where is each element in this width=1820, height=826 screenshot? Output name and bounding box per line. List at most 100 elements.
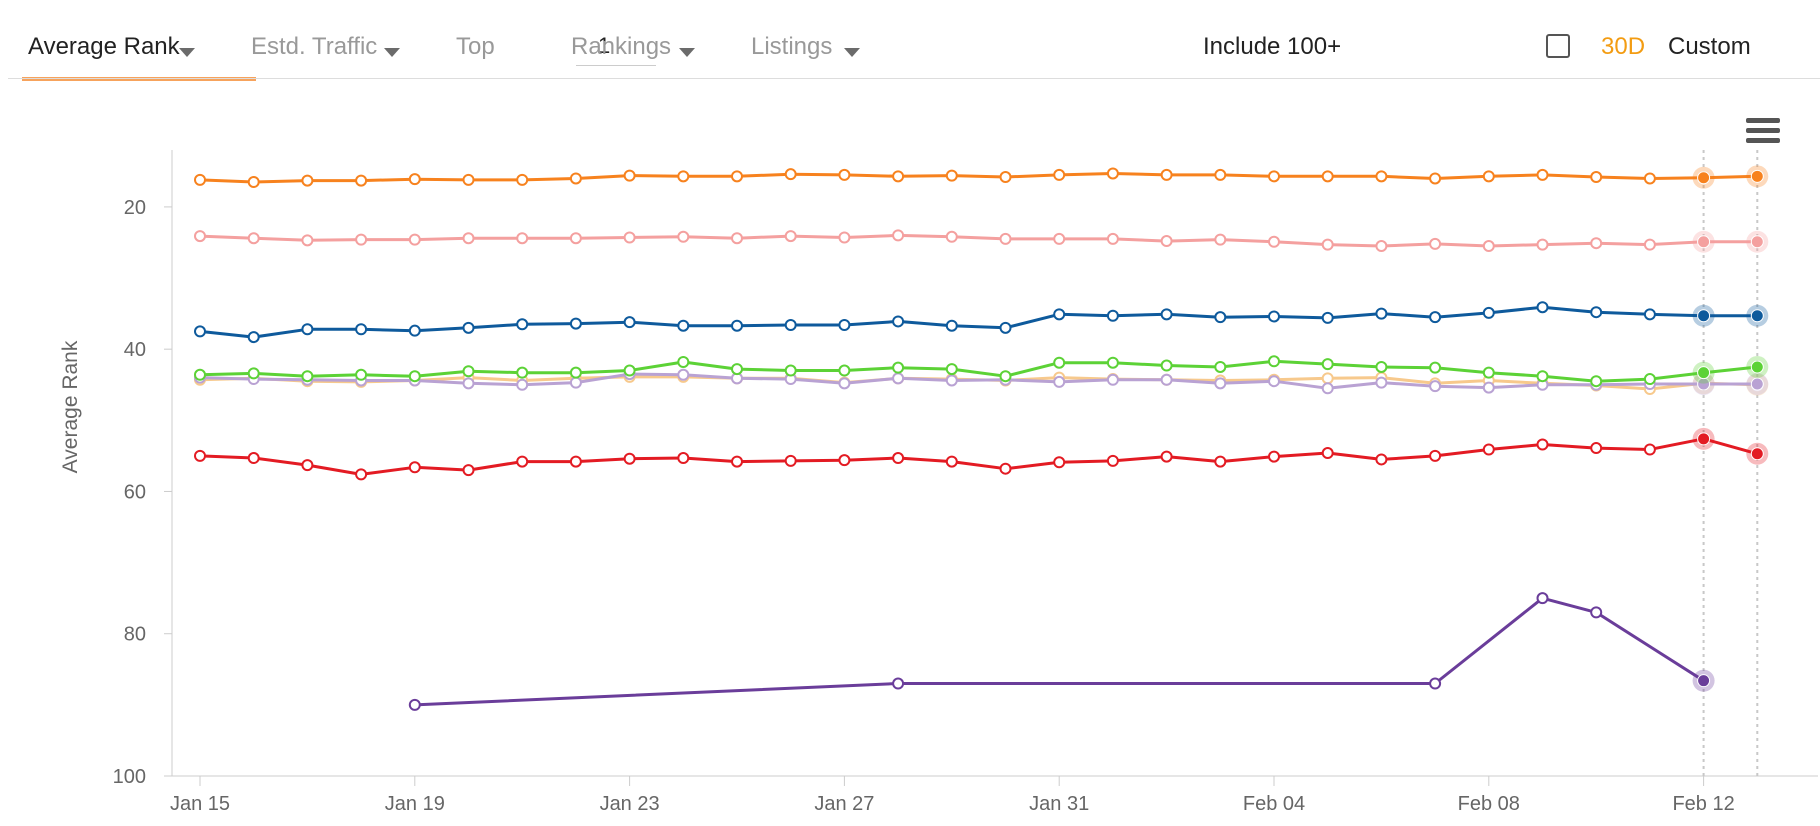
data-point bbox=[194, 325, 206, 338]
data-point bbox=[784, 230, 797, 243]
data-point bbox=[1106, 309, 1119, 322]
data-point bbox=[623, 316, 636, 329]
data-point bbox=[1429, 677, 1442, 690]
data-point bbox=[462, 464, 475, 477]
data-point bbox=[1482, 366, 1495, 379]
range-30d-button[interactable]: 30D bbox=[1601, 33, 1646, 60]
series-line bbox=[199, 372, 1758, 390]
tab-estd-traffic[interactable]: Estd. Traffic bbox=[251, 33, 378, 60]
data-point bbox=[462, 321, 475, 334]
data-point bbox=[569, 232, 582, 245]
chevron-down-icon[interactable] bbox=[679, 48, 695, 57]
data-point bbox=[731, 319, 743, 332]
data-point bbox=[1106, 373, 1119, 386]
data-point bbox=[892, 677, 905, 690]
data-point bbox=[355, 368, 368, 381]
data-point bbox=[999, 370, 1012, 383]
data-point bbox=[1375, 360, 1388, 373]
series-line bbox=[199, 437, 1758, 476]
data-point bbox=[1268, 235, 1280, 248]
data-point bbox=[1106, 454, 1119, 467]
active-tab-underline bbox=[22, 77, 256, 81]
data-point bbox=[623, 364, 636, 377]
data-point bbox=[355, 323, 368, 336]
hamburger-menu-icon[interactable] bbox=[1746, 118, 1780, 148]
data-point bbox=[462, 365, 475, 378]
listings-dropdown[interactable]: Listings bbox=[751, 33, 833, 60]
data-point bbox=[677, 368, 690, 381]
data-point bbox=[516, 173, 529, 186]
data-point bbox=[516, 455, 529, 468]
data-point bbox=[408, 324, 421, 337]
chevron-down-icon[interactable] bbox=[179, 48, 195, 57]
data-point bbox=[1053, 356, 1066, 369]
data-point bbox=[516, 378, 529, 391]
data-point bbox=[892, 361, 905, 374]
data-point bbox=[1375, 240, 1388, 253]
data-point bbox=[1214, 360, 1227, 373]
x-tick-label: Feb 04 bbox=[1243, 793, 1305, 815]
y-tick-label: 60 bbox=[124, 481, 146, 503]
data-point bbox=[731, 363, 743, 376]
data-point bbox=[999, 171, 1012, 184]
data-point bbox=[999, 232, 1012, 245]
series-1 bbox=[194, 165, 1769, 189]
data-point bbox=[247, 367, 260, 380]
data-point bbox=[1375, 453, 1388, 466]
data-point bbox=[1214, 168, 1227, 181]
data-point bbox=[1482, 443, 1495, 456]
data-point bbox=[1160, 168, 1173, 181]
data-point bbox=[1321, 170, 1334, 183]
data-point bbox=[1160, 450, 1173, 463]
rankings-dropdown[interactable]: Rankings bbox=[571, 33, 672, 60]
hover-marker bbox=[1697, 366, 1711, 380]
data-point bbox=[892, 372, 905, 385]
data-point bbox=[462, 173, 475, 186]
series-3 bbox=[194, 301, 1769, 344]
data-point bbox=[1214, 311, 1227, 324]
data-point bbox=[462, 232, 475, 245]
data-point bbox=[731, 455, 743, 468]
tab-average-rank[interactable]: Average Rank bbox=[28, 33, 180, 60]
data-point bbox=[569, 366, 582, 379]
hover-marker bbox=[1750, 447, 1764, 461]
x-tick-label: Jan 31 bbox=[1029, 793, 1089, 815]
series-8 bbox=[408, 592, 1715, 711]
toolbar: Average Rank Estd. Traffic Top 1 Ranking… bbox=[0, 0, 1820, 81]
data-point bbox=[838, 377, 851, 390]
chevron-down-icon[interactable] bbox=[844, 48, 860, 57]
average-rank-chart: Average Rank 20 40 60 80 100 Jan 15 Jan 19 Jan … bbox=[59, 150, 1818, 815]
data-point bbox=[945, 455, 958, 468]
series-6 bbox=[194, 355, 1769, 388]
data-point bbox=[1429, 361, 1442, 374]
chevron-down-icon[interactable] bbox=[384, 48, 400, 57]
top-count-input[interactable]: 1 bbox=[576, 30, 656, 66]
data-point bbox=[408, 233, 421, 246]
data-point bbox=[569, 172, 582, 185]
data-point bbox=[1160, 373, 1173, 386]
data-point bbox=[1268, 450, 1280, 463]
data-point bbox=[1536, 238, 1549, 251]
data-point bbox=[731, 232, 743, 245]
data-point bbox=[945, 374, 958, 387]
data-point bbox=[1053, 232, 1066, 245]
data-point bbox=[1482, 170, 1495, 183]
y-tick-label: 40 bbox=[124, 339, 146, 361]
hover-marker bbox=[1750, 169, 1764, 183]
data-point bbox=[1590, 375, 1603, 388]
data-point bbox=[1375, 170, 1388, 183]
data-point bbox=[677, 452, 690, 465]
data-point bbox=[784, 454, 797, 467]
data-point bbox=[1321, 311, 1334, 324]
y-tick-label: 80 bbox=[124, 624, 146, 646]
x-tick-label: Feb 12 bbox=[1672, 793, 1734, 815]
data-point bbox=[1643, 443, 1656, 456]
data-point bbox=[838, 364, 851, 377]
data-point bbox=[1160, 308, 1173, 321]
include-100-checkbox[interactable] bbox=[1546, 34, 1570, 58]
range-custom-button[interactable]: Custom bbox=[1668, 33, 1751, 60]
data-point bbox=[784, 168, 797, 181]
series-7 bbox=[194, 427, 1769, 481]
data-point bbox=[892, 315, 905, 328]
data-point bbox=[569, 317, 582, 330]
